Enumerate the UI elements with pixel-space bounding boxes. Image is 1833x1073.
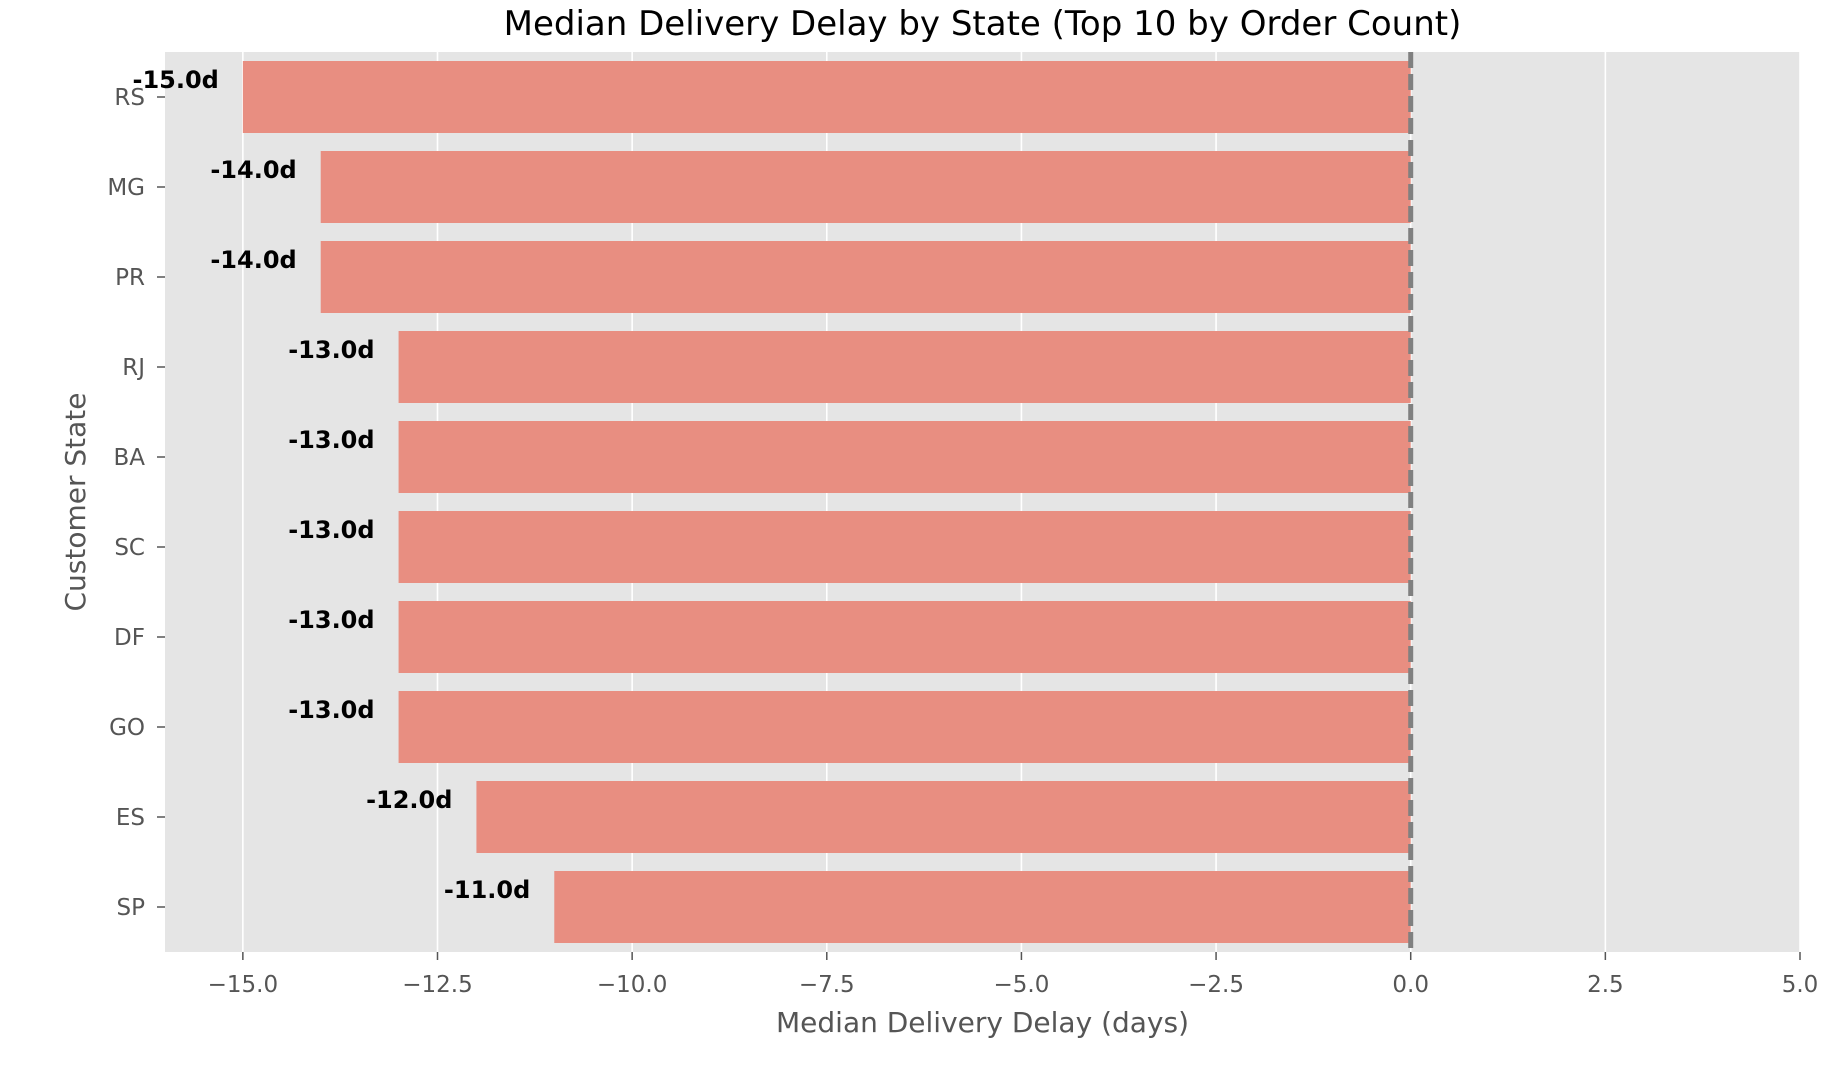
bar-rs (242, 61, 1411, 133)
data-label-df: -13.0d (288, 606, 374, 634)
y-axis-title: Customer State (59, 392, 92, 611)
bars (242, 61, 1411, 943)
y-tick-label-go: GO (109, 715, 145, 741)
x-tick-label: −7.5 (799, 972, 855, 998)
x-tick-label: −5.0 (993, 972, 1049, 998)
bar-go (398, 691, 1411, 763)
bar-mg (320, 151, 1411, 223)
y-tick-label-mg: MG (107, 175, 145, 201)
data-label-go: -13.0d (288, 696, 374, 724)
y-tick-label-ba: BA (113, 445, 145, 471)
data-label-mg: -14.0d (210, 156, 296, 184)
x-axis-title: Median Delivery Delay (days) (776, 1006, 1189, 1039)
bar-sp (554, 871, 1411, 943)
x-tick-label: −12.5 (402, 972, 472, 998)
x-tick-label: 0.0 (1392, 972, 1429, 998)
data-label-rs: -15.0d (132, 66, 218, 94)
data-labels: -15.0d -14.0d -14.0d -13.0d -13.0d -13.0d -13.… (132, 66, 530, 904)
bar-ba (398, 421, 1411, 493)
bar-rj (398, 331, 1411, 403)
data-label-sc: -13.0d (288, 516, 374, 544)
data-label-es: -12.0d (366, 786, 452, 814)
y-tick-label-sp: SP (117, 895, 146, 921)
data-label-ba: -13.0d (288, 426, 374, 454)
data-label-pr: -14.0d (210, 246, 296, 274)
y-axis-ticks: RS MG PR RJ BA SC DF GO ES SP (107, 85, 165, 921)
data-label-sp: -11.0d (444, 876, 530, 904)
y-tick-label-es: ES (116, 805, 145, 831)
bar-df (398, 601, 1411, 673)
bar-es (476, 781, 1411, 853)
y-tick-label-sc: SC (114, 535, 145, 561)
x-tick-label: 5.0 (1782, 972, 1819, 998)
bar-pr (320, 241, 1411, 313)
bar-sc (398, 511, 1411, 583)
x-tick-label: −10.0 (597, 972, 667, 998)
y-tick-label-rj: RJ (122, 355, 145, 381)
x-axis-ticks: −15.0 −12.5 −10.0 −7.5 −5.0 −2.5 0.0 2.5 5.0 (208, 952, 1819, 998)
y-tick-label-rs: RS (114, 85, 145, 111)
data-label-rj: -13.0d (288, 336, 374, 364)
chart-title: Median Delivery Delay by State (Top 10 b… (504, 4, 1462, 44)
x-tick-label: −2.5 (1188, 972, 1244, 998)
x-tick-label: 2.5 (1587, 972, 1624, 998)
y-tick-label-pr: PR (115, 265, 145, 291)
y-tick-label-df: DF (114, 625, 145, 651)
x-tick-label: −15.0 (208, 972, 278, 998)
